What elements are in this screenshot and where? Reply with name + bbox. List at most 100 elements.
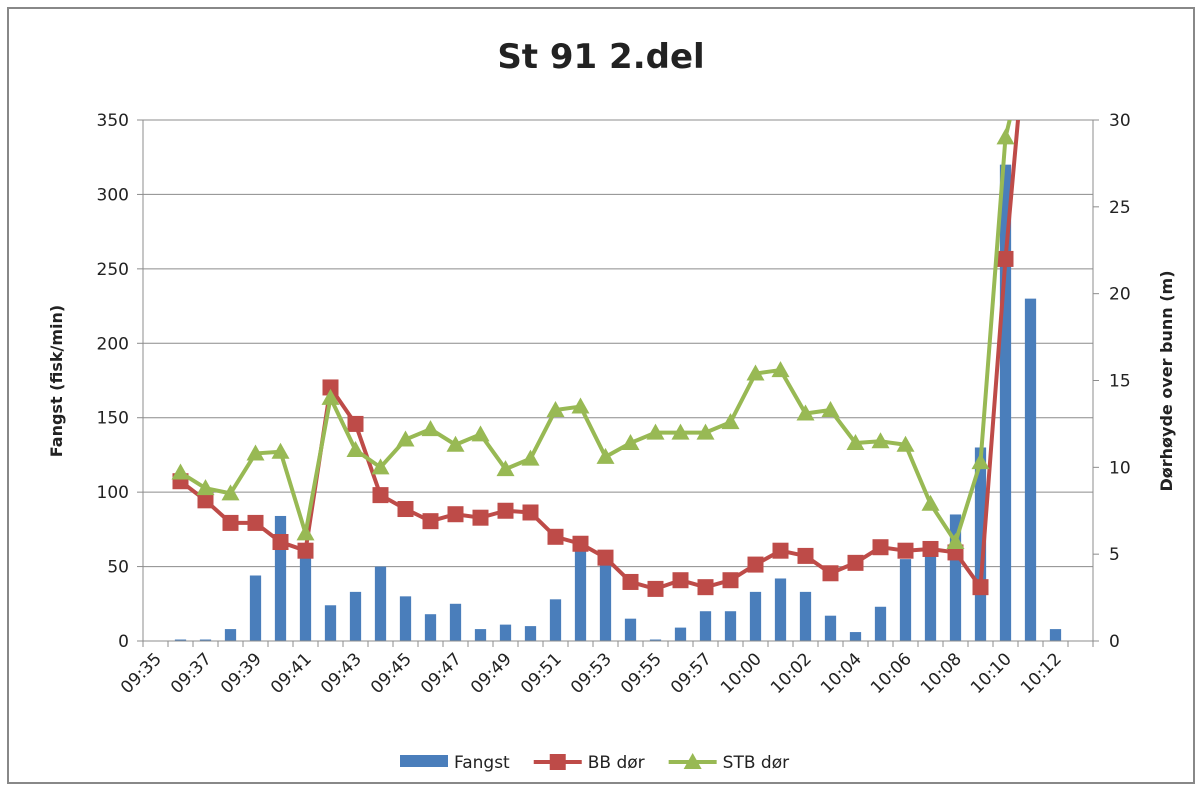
bar — [749, 591, 762, 641]
legend-label: BB dør — [588, 753, 645, 773]
bar — [774, 578, 787, 641]
y-tick-label: 100 — [97, 483, 129, 503]
marker — [397, 501, 414, 518]
marker — [722, 572, 739, 589]
bar — [299, 554, 312, 641]
bar — [849, 632, 862, 641]
marker — [472, 509, 489, 526]
marker — [171, 463, 190, 480]
bar — [274, 515, 287, 641]
bar — [524, 626, 537, 641]
marker — [447, 506, 464, 523]
y2-axis-label: Dørhøyde over bunn (m) — [1157, 270, 1176, 491]
marker — [446, 435, 465, 452]
marker — [421, 420, 440, 437]
marker — [821, 401, 840, 418]
marker — [497, 502, 514, 519]
legend-label: STB dør — [723, 753, 789, 773]
bar — [174, 639, 187, 641]
bar — [624, 618, 637, 641]
bar — [399, 596, 412, 641]
y2-tick-label: 30 — [1109, 111, 1131, 131]
y-tick-label: 250 — [97, 260, 129, 280]
marker — [896, 435, 915, 452]
marker — [671, 423, 690, 440]
marker — [272, 534, 289, 551]
marker — [221, 484, 240, 501]
marker — [646, 423, 665, 440]
marker — [771, 361, 790, 378]
bar — [574, 544, 587, 641]
legend-label: Fangst — [454, 753, 510, 773]
marker — [396, 430, 415, 447]
bar — [874, 606, 887, 641]
bar — [699, 611, 712, 641]
bar — [599, 563, 612, 641]
bar — [324, 605, 337, 641]
marker — [522, 504, 539, 521]
chart-title: St 91 2.del — [497, 37, 704, 77]
bar — [949, 514, 962, 641]
marker — [746, 364, 765, 381]
bar — [1049, 629, 1062, 641]
marker — [596, 447, 615, 464]
marker — [197, 492, 214, 509]
marker — [997, 250, 1014, 267]
bar — [899, 559, 912, 641]
y-tick-label: 150 — [97, 409, 129, 429]
marker — [846, 434, 865, 451]
marker — [322, 379, 339, 396]
marker — [521, 449, 540, 466]
marker — [996, 128, 1015, 145]
marker — [647, 580, 664, 597]
marker — [621, 434, 640, 451]
bar — [924, 551, 937, 641]
y2-tick-label: 25 — [1109, 198, 1131, 218]
marker — [971, 453, 990, 470]
marker — [672, 572, 689, 589]
marker — [597, 549, 614, 566]
bar — [799, 591, 812, 641]
marker — [872, 539, 889, 556]
marker — [847, 554, 864, 571]
marker — [347, 415, 364, 432]
marker — [371, 458, 390, 475]
marker — [922, 540, 939, 557]
y-axis-label: Fangst (fisk/min) — [47, 305, 66, 457]
bar — [374, 566, 387, 641]
y2-tick-label: 20 — [1109, 285, 1131, 305]
marker — [747, 556, 764, 573]
marker — [246, 444, 265, 461]
bar — [424, 614, 437, 641]
y2-tick-label: 15 — [1109, 372, 1131, 392]
y2-tick-label: 10 — [1109, 458, 1131, 478]
bar — [724, 611, 737, 641]
marker — [897, 542, 914, 559]
marker — [921, 494, 940, 511]
marker — [247, 514, 264, 531]
y2-tick-label: 0 — [1109, 632, 1120, 652]
bar — [449, 603, 462, 641]
marker — [271, 442, 290, 459]
marker — [697, 579, 714, 596]
marker — [797, 547, 814, 564]
marker — [772, 542, 789, 559]
marker — [496, 460, 515, 477]
y2-tick-label: 5 — [1109, 545, 1120, 565]
marker — [346, 440, 365, 457]
marker — [222, 514, 239, 531]
bar — [249, 575, 262, 641]
marker — [796, 404, 815, 421]
bar — [474, 629, 487, 641]
bar — [824, 615, 837, 641]
y-tick-label: 200 — [97, 334, 129, 354]
y-tick-label: 50 — [107, 558, 129, 578]
legend-swatch — [400, 755, 448, 767]
bar — [974, 447, 987, 641]
marker — [546, 401, 565, 418]
bar — [349, 591, 362, 641]
bar — [1024, 298, 1037, 641]
marker — [471, 425, 490, 442]
y-tick-label: 350 — [97, 111, 129, 131]
